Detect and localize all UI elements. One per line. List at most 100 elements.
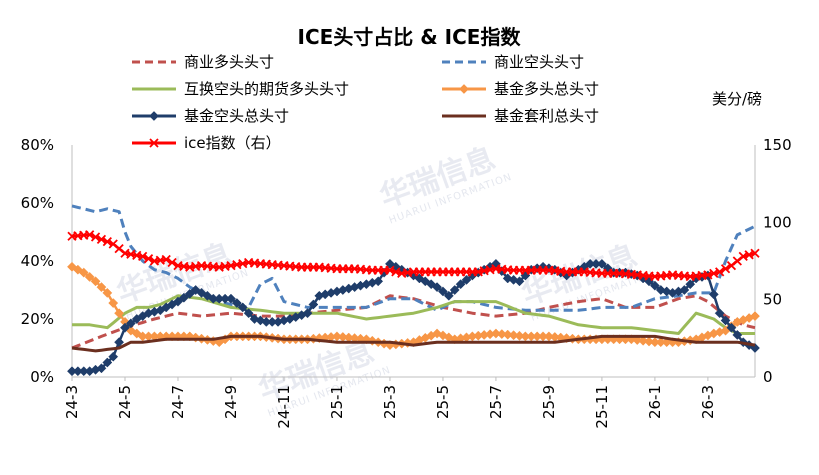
data-point: [90, 232, 101, 242]
data-point: [449, 285, 460, 295]
data-point: [96, 363, 107, 374]
left-tick-label: 60%: [21, 194, 54, 212]
data-point: [720, 264, 731, 274]
legend-label: 基金套利总头寸: [494, 107, 599, 125]
axes: 0% 20% 40% 60% 80% 0 50 100 150 24-3 24-5 24-7 24-9 2…: [21, 136, 792, 429]
data-point: [138, 251, 148, 261]
data-point: [102, 287, 113, 298]
data-point: [231, 298, 242, 309]
x-tick-label: 26-1: [646, 385, 664, 419]
legend-label: 基金空头总头寸: [184, 107, 289, 125]
legend-item: 商业多头头寸: [132, 53, 274, 71]
data-point: [96, 234, 107, 244]
data-point: [679, 285, 690, 295]
data-point: [114, 308, 125, 319]
data-point: [149, 111, 159, 121]
data-point: [202, 290, 213, 301]
x-tick-label: 24-7: [169, 385, 187, 419]
data-point: [459, 84, 469, 94]
data-point: [243, 308, 254, 319]
left-tick-label: 0%: [30, 368, 54, 386]
data-point: [638, 335, 649, 346]
right-tick-label: 50: [763, 291, 782, 309]
data-point: [149, 138, 159, 148]
data-point: [726, 322, 737, 333]
data-point: [184, 288, 195, 299]
data-point: [514, 276, 525, 287]
data-point: [720, 315, 731, 326]
legend-item: 互换空头的期货多头头寸: [132, 80, 349, 98]
x-tick-label: 25-1: [328, 385, 346, 419]
x-tick-label: 24-11: [275, 385, 293, 429]
data-point: [596, 258, 607, 269]
data-point: [96, 282, 107, 293]
data-point: [373, 276, 384, 287]
left-tick-label: 40%: [21, 252, 54, 270]
data-point: [173, 296, 183, 307]
right-axis-unit: 美分/磅: [712, 90, 762, 108]
series-line: [71, 334, 756, 353]
data-point: [308, 299, 319, 310]
series-6: [67, 230, 760, 282]
data-point: [714, 308, 725, 319]
right-tick-label: 0: [763, 368, 773, 386]
x-tick-label: 25-3: [381, 385, 399, 419]
legend-label: 商业多头头寸: [184, 53, 274, 71]
data-point: [67, 261, 77, 272]
legend-item: ice指数（右）: [132, 134, 281, 152]
series-1: [71, 204, 756, 312]
legend-label: 基金多头总头寸: [494, 80, 599, 98]
x-tick-label: 25-9: [540, 385, 558, 419]
data-point: [437, 286, 448, 297]
legend-label: 互换空头的期货多头头寸: [184, 80, 349, 98]
data-point: [461, 274, 472, 285]
legend-label: 商业空头头寸: [494, 53, 584, 71]
data-point: [750, 311, 760, 322]
legend-item: 基金套利总头寸: [442, 107, 599, 125]
data-point: [685, 279, 696, 290]
data-point: [455, 279, 466, 290]
data-point: [237, 302, 248, 313]
data-point: [632, 335, 643, 345]
data-point: [108, 351, 119, 362]
data-point: [161, 254, 171, 265]
data-point: [255, 315, 266, 326]
x-tick-label: 24-9: [222, 385, 240, 419]
data-point: [78, 267, 89, 278]
series-5: [71, 334, 756, 353]
data-point: [85, 230, 95, 240]
data-point: [750, 248, 760, 258]
data-point: [649, 280, 660, 291]
data-point: [715, 267, 725, 277]
data-point: [90, 276, 101, 287]
data-point: [167, 257, 177, 268]
right-tick-label: 100: [763, 213, 792, 231]
left-tick-label: 20%: [21, 310, 54, 328]
data-point: [302, 308, 313, 319]
data-point: [84, 271, 95, 282]
data-point: [143, 254, 154, 264]
data-point: [125, 318, 136, 329]
data-point: [432, 282, 443, 293]
legend-item: 基金多头总头寸: [442, 80, 599, 98]
data-point: [426, 279, 437, 290]
chart-title: ICE头寸占比 & ICE指数: [298, 25, 522, 49]
data-point: [178, 292, 189, 303]
left-tick-label: 80%: [21, 136, 54, 154]
legend-label: ice指数（右）: [184, 134, 281, 152]
x-tick-label: 24-3: [63, 385, 81, 419]
data-point: [437, 330, 448, 341]
legend-item: 商业空头头寸: [442, 53, 584, 71]
data-point: [655, 285, 666, 295]
data-point: [184, 331, 195, 342]
x-tick-label: 25-11: [593, 385, 611, 429]
data-point: [102, 357, 113, 368]
x-tick-label: 25-5: [434, 385, 452, 419]
right-tick-label: 150: [763, 136, 792, 154]
x-tick-label: 25-7: [487, 385, 505, 419]
series-layer: [67, 204, 760, 377]
data-point: [420, 276, 431, 287]
data-point: [102, 237, 112, 247]
series-0: [71, 294, 756, 350]
